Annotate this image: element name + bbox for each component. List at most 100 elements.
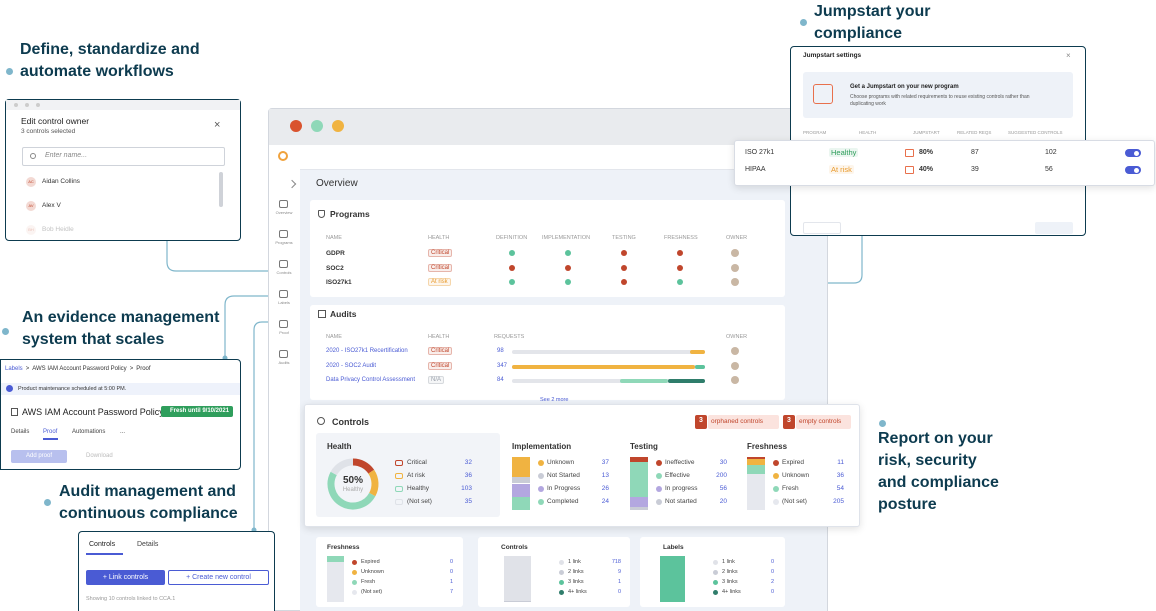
breadcrumb-item: Proof <box>136 366 151 372</box>
breadcrumb-item[interactable]: Labels <box>5 366 23 372</box>
tab[interactable]: ... <box>120 429 126 435</box>
badge-label: orphaned controls <box>711 418 764 425</box>
badge-count: 3 <box>787 417 791 424</box>
audits-icon <box>318 310 326 318</box>
callout-text: compliance <box>814 25 903 42</box>
status-dot <box>677 279 683 285</box>
legend-label: 4+ links <box>722 589 741 595</box>
programs-icon <box>318 210 325 218</box>
toggle[interactable] <box>1125 149 1141 157</box>
status-dot <box>677 250 683 256</box>
person-name[interactable]: Alex V <box>42 202 61 209</box>
status-dot <box>565 264 571 271</box>
avatar <box>26 225 36 235</box>
callout-text: Report on your <box>878 430 993 447</box>
see-more[interactable]: See 2 more <box>540 397 569 403</box>
callout-text: and compliance <box>878 474 999 491</box>
column-header: OWNER <box>726 235 748 241</box>
tab[interactable]: Controls <box>89 541 116 548</box>
legend-dot <box>559 560 564 565</box>
legend-dot <box>713 560 718 565</box>
sidebar-icon <box>279 230 288 238</box>
button-label[interactable]: Download <box>86 453 113 459</box>
search-box[interactable] <box>22 147 225 166</box>
legend-label: Fresh <box>782 485 799 492</box>
sidebar-icon <box>279 320 288 328</box>
jumpstart-value: 40% <box>919 166 934 173</box>
proof-icon <box>11 408 18 416</box>
health-icon <box>395 473 403 479</box>
legend-label: 1 link <box>568 559 581 565</box>
legend-value: 26 <box>601 485 609 492</box>
legend-label: (Not set) <box>782 498 807 505</box>
program-name: HIPAA <box>745 166 766 173</box>
legend-label: Healthy <box>407 485 430 492</box>
column-header: RELATED REQS <box>957 130 992 135</box>
owner-avatar <box>731 249 739 257</box>
tab[interactable]: Details <box>137 541 159 548</box>
health-tag: At risk <box>829 165 854 174</box>
column-header: HEALTH <box>428 235 450 241</box>
person-name[interactable]: Bob Heidle <box>42 226 74 233</box>
legend-label: Not Started <box>547 472 580 479</box>
related-reqs: 39 <box>971 166 979 173</box>
status-dot <box>509 264 515 271</box>
footer-text: Showing 10 controls linked to CCA.1 <box>86 596 176 602</box>
legend-dot <box>713 590 718 595</box>
window-dot <box>36 103 40 107</box>
legend-label: Unknown <box>782 472 810 479</box>
program-name: SOC2 <box>326 264 344 272</box>
legend-value: 7 <box>449 589 453 595</box>
button-label: Add proof <box>25 453 53 459</box>
legend-label: 4+ links <box>568 589 587 595</box>
legend-dot <box>559 580 564 585</box>
legend-label: Not started <box>665 498 697 505</box>
jumpstart-rows-card <box>734 140 1155 186</box>
link-button[interactable] <box>86 570 165 585</box>
person-name[interactable]: Aidan Collins <box>42 178 80 185</box>
badge-label: empty controls <box>799 418 842 425</box>
legend-value: 56 <box>719 485 727 492</box>
audit-name: 2020 - SOC2 Audit <box>326 362 377 369</box>
legend-value: 36 <box>464 472 472 479</box>
add-proof-button[interactable] <box>11 450 67 463</box>
legend-value: 200 <box>716 472 727 479</box>
legend-label: Completed <box>547 498 579 505</box>
legend-label: At risk <box>407 472 426 479</box>
create-button[interactable] <box>168 570 269 585</box>
breadcrumb-item[interactable]: AWS IAM Account Password Policy <box>32 366 127 372</box>
legend-label: Expired <box>782 459 805 466</box>
column-header: IMPLEMENTATION <box>542 235 591 241</box>
legend-label: (Not set) <box>407 498 432 505</box>
avatar-initials: AC <box>28 179 34 184</box>
card-title: Freshness <box>327 544 360 551</box>
legend-label: Effective <box>665 472 690 479</box>
health-tag: Critical <box>428 361 453 370</box>
callout-text: continuous compliance <box>59 505 238 522</box>
jumpstart-value: 80% <box>919 149 934 156</box>
column-header: FRESHNESS <box>664 235 698 241</box>
callout-dot <box>800 19 807 26</box>
avatar-initials: AV <box>28 203 34 208</box>
fresh-badge-text: Fresh until 9/10/2021 <box>170 408 230 414</box>
tab[interactable]: Details <box>11 429 30 435</box>
suggested-controls: 56 <box>1045 166 1053 173</box>
badge-count: 3 <box>699 417 703 424</box>
status-dot <box>509 250 515 256</box>
close-button[interactable]: × <box>214 119 221 131</box>
legend-value: 0 <box>449 569 453 575</box>
status-dot <box>621 279 627 285</box>
legend-dot <box>538 499 544 505</box>
legend-value: 205 <box>833 498 844 505</box>
callout-dot <box>44 499 51 506</box>
tab[interactable]: Automations <box>72 429 106 435</box>
legend-dot <box>713 570 718 575</box>
tab[interactable]: Proof <box>43 429 58 435</box>
info-icon <box>813 84 833 104</box>
health-tag: Critical <box>428 263 453 272</box>
health-tag: N/A <box>428 376 445 384</box>
toggle[interactable] <box>1125 166 1141 174</box>
stack-segment <box>630 457 648 463</box>
stack-segment <box>747 458 765 466</box>
close-button[interactable]: × <box>1066 51 1071 60</box>
